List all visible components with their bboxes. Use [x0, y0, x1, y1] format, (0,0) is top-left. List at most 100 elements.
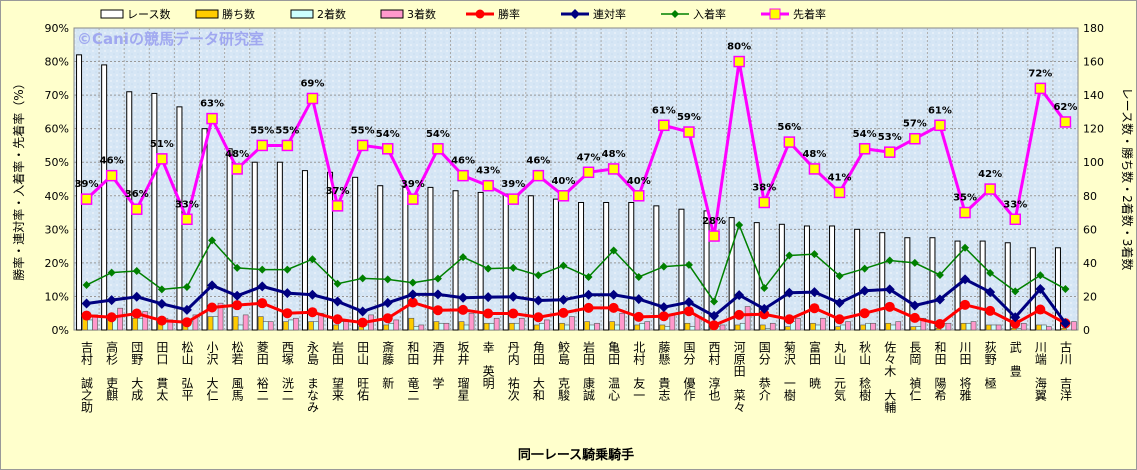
- rentai-rate-point: [432, 289, 443, 300]
- bar-races: [352, 176, 359, 331]
- bar-second: [865, 322, 871, 331]
- fukusho-rate-point: [208, 236, 217, 245]
- sentaku-rate-point: [758, 196, 770, 209]
- bar-wins: [810, 322, 816, 331]
- rentai-rate-point: [934, 294, 945, 305]
- fukusho-rate-point: [308, 255, 317, 264]
- x-tick-label: 岩田 望来: [331, 340, 345, 401]
- bar-races: [427, 186, 434, 331]
- bar-races: [778, 223, 785, 331]
- sentaku-rate-point: [683, 126, 695, 138]
- sentaku-rate-point: [909, 132, 921, 145]
- bar-races: [226, 148, 233, 331]
- right-tick-label: 60: [1083, 223, 1097, 236]
- bar-third: [343, 321, 349, 331]
- win-rate-point: [1035, 304, 1046, 315]
- x-tick-label: 丸山 元気: [833, 341, 847, 402]
- win-rate-point: [1010, 318, 1021, 329]
- win-rate-point: [207, 302, 218, 313]
- sentaku-rate-label: 33%: [1003, 199, 1027, 210]
- sentaku-rate-point: [407, 193, 419, 205]
- bar-races: [276, 161, 283, 331]
- bar-second: [87, 319, 93, 331]
- x-axis-labels: 吉村 誠之助 高杉 吏麒 団野 大成 田口 貫太 松山 弘平 小沢 大仁 松若 風馬 菱田 裕…: [80, 340, 1073, 414]
- rentai-rate-point: [508, 291, 519, 302]
- bar-races: [477, 191, 484, 331]
- rentai-rate-line: [86, 277, 1067, 325]
- watermark: ©Caniの競馬データ研究室: [77, 30, 264, 48]
- bar-third: [920, 317, 927, 331]
- rentai-rate-point: [257, 281, 268, 292]
- left-axis-ticks: 0% 10% 20% 30% 40% 50% 60% 70% 80% 90%: [45, 22, 69, 337]
- fukusho-rate-point: [433, 274, 442, 283]
- fukusho-rate-point: [82, 281, 91, 290]
- fukusho-rate-point: [910, 258, 919, 267]
- x-tick-label: 田口 貫太: [155, 341, 169, 401]
- bar-wins: [232, 316, 239, 331]
- sentaku-rate-label: 33%: [175, 199, 199, 210]
- bar-races: [854, 228, 861, 331]
- sentaku-rate-label: 38%: [752, 182, 776, 193]
- rentai-rate-point: [909, 300, 920, 311]
- fukusho-rate-point: [1061, 285, 1070, 294]
- bar-races: [201, 128, 208, 331]
- left-tick-label: 90%: [45, 22, 69, 35]
- x-tick-label: 藤懸 貴志: [657, 341, 671, 401]
- win-rate-point: [709, 320, 720, 331]
- bar-second: [915, 326, 922, 331]
- win-rate-point: [357, 317, 368, 328]
- win-rate-point: [533, 312, 544, 323]
- bar-wins: [860, 324, 866, 331]
- bar-races: [678, 208, 685, 331]
- sentaku-rate-label: 46%: [451, 156, 475, 167]
- win-rate-point: [633, 311, 644, 322]
- bar-third: [744, 306, 751, 331]
- x-tick-label: 和田 陽希: [933, 341, 947, 401]
- sentaku-rate-point: [658, 119, 670, 132]
- sentaku-rate-point: [984, 183, 996, 195]
- rentai-rate-point: [232, 290, 243, 301]
- bar-wins: [433, 321, 440, 331]
- legend-label: 勝ち数: [222, 7, 255, 21]
- bar-third: [242, 314, 249, 331]
- rentai-rate-point: [1035, 284, 1046, 295]
- bar-second: [664, 326, 671, 331]
- x-tick-label: 川端 海翼: [1033, 341, 1047, 401]
- bar-third: [569, 316, 575, 331]
- bar-second: [639, 322, 646, 331]
- rentai-rate-point: [709, 310, 720, 321]
- fukusho-rate-point: [358, 274, 367, 283]
- fukusho-rate-point: [961, 243, 970, 252]
- bar-wins: [960, 322, 967, 331]
- bar-wins: [835, 326, 841, 331]
- sentaku-rate-point: [181, 213, 193, 226]
- bar-races: [1029, 247, 1036, 331]
- fukusho-rate-point: [333, 279, 342, 288]
- fukusho-rate-point: [233, 263, 242, 272]
- bar-third: [895, 321, 902, 331]
- win-rate-point: [407, 297, 418, 308]
- bar-third: [293, 317, 299, 331]
- sentaku-rate-point: [633, 190, 645, 202]
- win-rate-point: [131, 308, 142, 319]
- sentaku-rate-label: 54%: [376, 129, 400, 140]
- bar-wins: [207, 316, 214, 331]
- sentaku-rate-label: 61%: [652, 105, 676, 116]
- rentai-rate-point: [683, 297, 694, 308]
- fukusho-rate-point: [534, 271, 543, 280]
- sentaku-rate-point: [959, 206, 971, 219]
- sentaku-rate-label: 35%: [953, 193, 977, 204]
- rentai-rate-point: [357, 306, 368, 317]
- fukusho-rate-point: [459, 253, 468, 262]
- bar-second: [614, 324, 620, 331]
- bar-second: [589, 324, 595, 331]
- legend-swatch-third: [380, 9, 404, 19]
- sentaku-rate-label: 39%: [75, 179, 99, 190]
- bar-second: [137, 317, 144, 331]
- rentai-rate-point: [1010, 312, 1021, 323]
- rentai-rate-point: [884, 284, 895, 295]
- sentaku-rate-point: [457, 169, 469, 182]
- x-tick-label: 西村 淳也: [707, 341, 721, 401]
- sentaku-rate-point: [934, 119, 946, 132]
